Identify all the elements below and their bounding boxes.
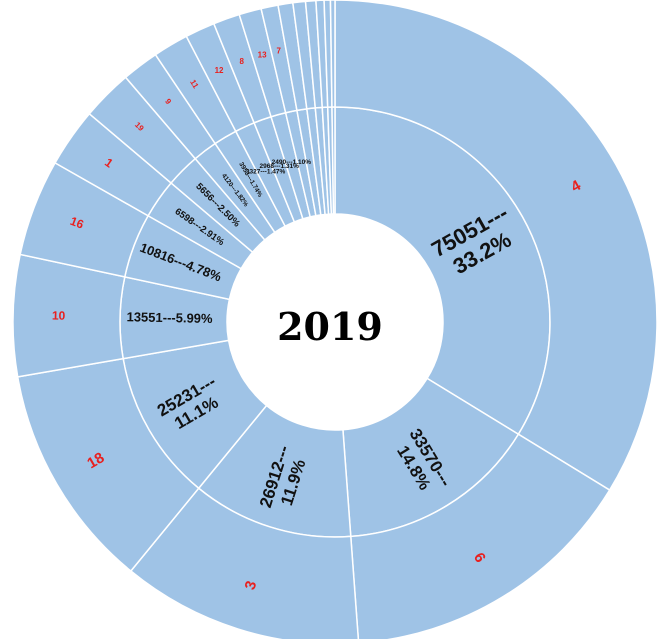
outer-segment — [329, 0, 336, 108]
outer-category-label: 7 — [277, 46, 282, 55]
outer-category-label: 12 — [215, 66, 224, 75]
outer-category-label: 13 — [258, 50, 267, 59]
outer-category-label: 10 — [52, 309, 66, 323]
outer-category-label: 16 — [68, 214, 86, 232]
outer-segment — [334, 0, 657, 492]
chart-center-title: 2019 — [277, 304, 383, 349]
inner-data-label: 2968---1.31% — [260, 163, 300, 170]
inner-data-label: 3327---1.47% — [246, 168, 286, 175]
outer-category-label: 18 — [84, 449, 107, 472]
outer-category-label: 8 — [240, 57, 245, 66]
chart-segments — [12, 0, 657, 639]
inner-data-label: 13551---5.99% — [126, 309, 213, 326]
outer-category-label: 9 — [163, 97, 173, 106]
inner-data-label: 2490---1.10% — [272, 159, 312, 166]
outer-segment — [349, 433, 611, 639]
